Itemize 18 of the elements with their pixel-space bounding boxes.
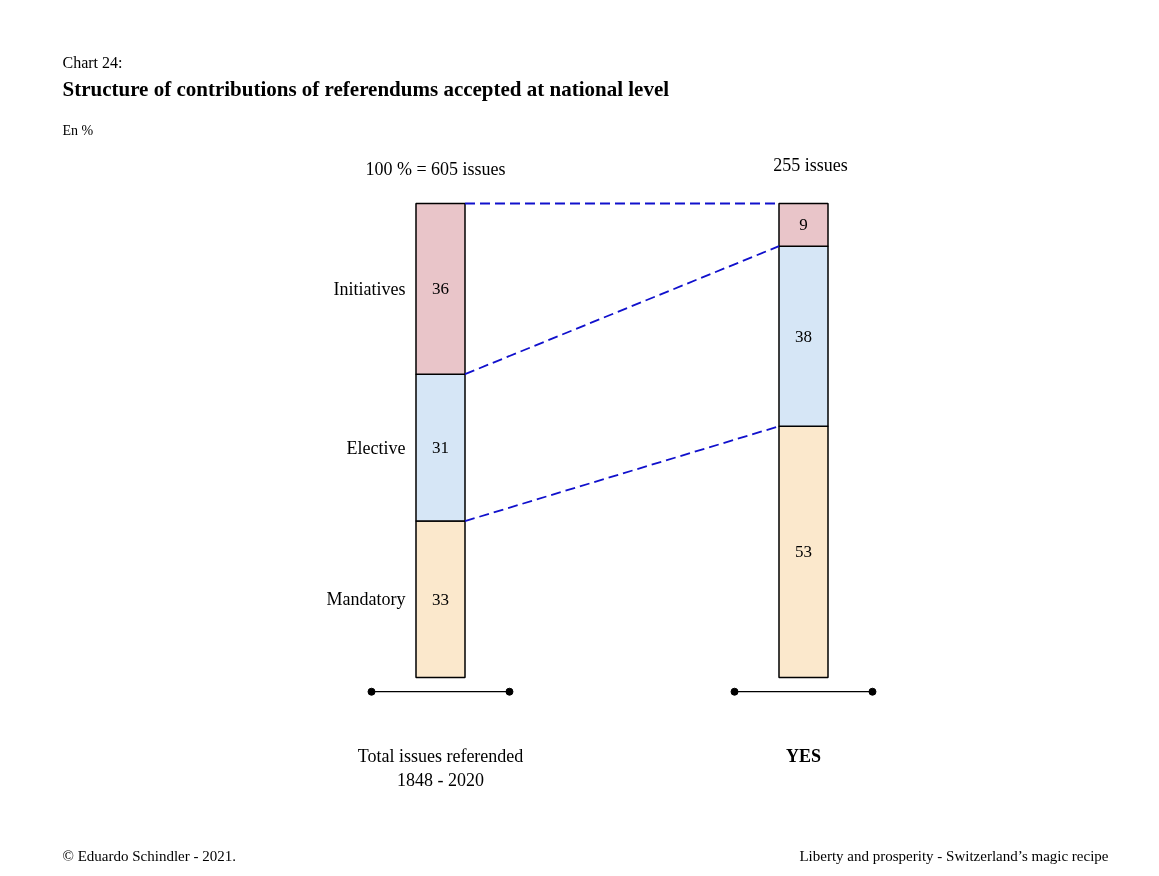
data-label: 31 xyxy=(432,438,449,458)
series-label: Mandatory xyxy=(326,589,406,610)
x-tick-label: YES xyxy=(785,745,822,766)
text: 255 issues xyxy=(773,154,848,175)
text: © Eduardo Schindler - 2021. xyxy=(62,847,236,864)
x-tick-label: Total issues referended 1848 - 2020 xyxy=(357,745,524,790)
text: Liberty and prosperity - Switzerland’s magic recipe xyxy=(799,847,1109,864)
series-label: Elective xyxy=(346,437,406,458)
data-label: 53 xyxy=(795,542,812,562)
text: Chart 24: xyxy=(62,54,123,71)
data-label: 33 xyxy=(432,589,449,609)
text: En % xyxy=(62,123,94,138)
series-label: Initiatives xyxy=(333,278,406,299)
text: 100 % = 605 issues xyxy=(365,158,506,179)
data-label: 9 xyxy=(799,215,808,235)
chart-title: Structure of contributions of referendums accepted at national level xyxy=(62,76,670,101)
data-label: 36 xyxy=(432,279,449,299)
data-label: 38 xyxy=(795,326,812,346)
